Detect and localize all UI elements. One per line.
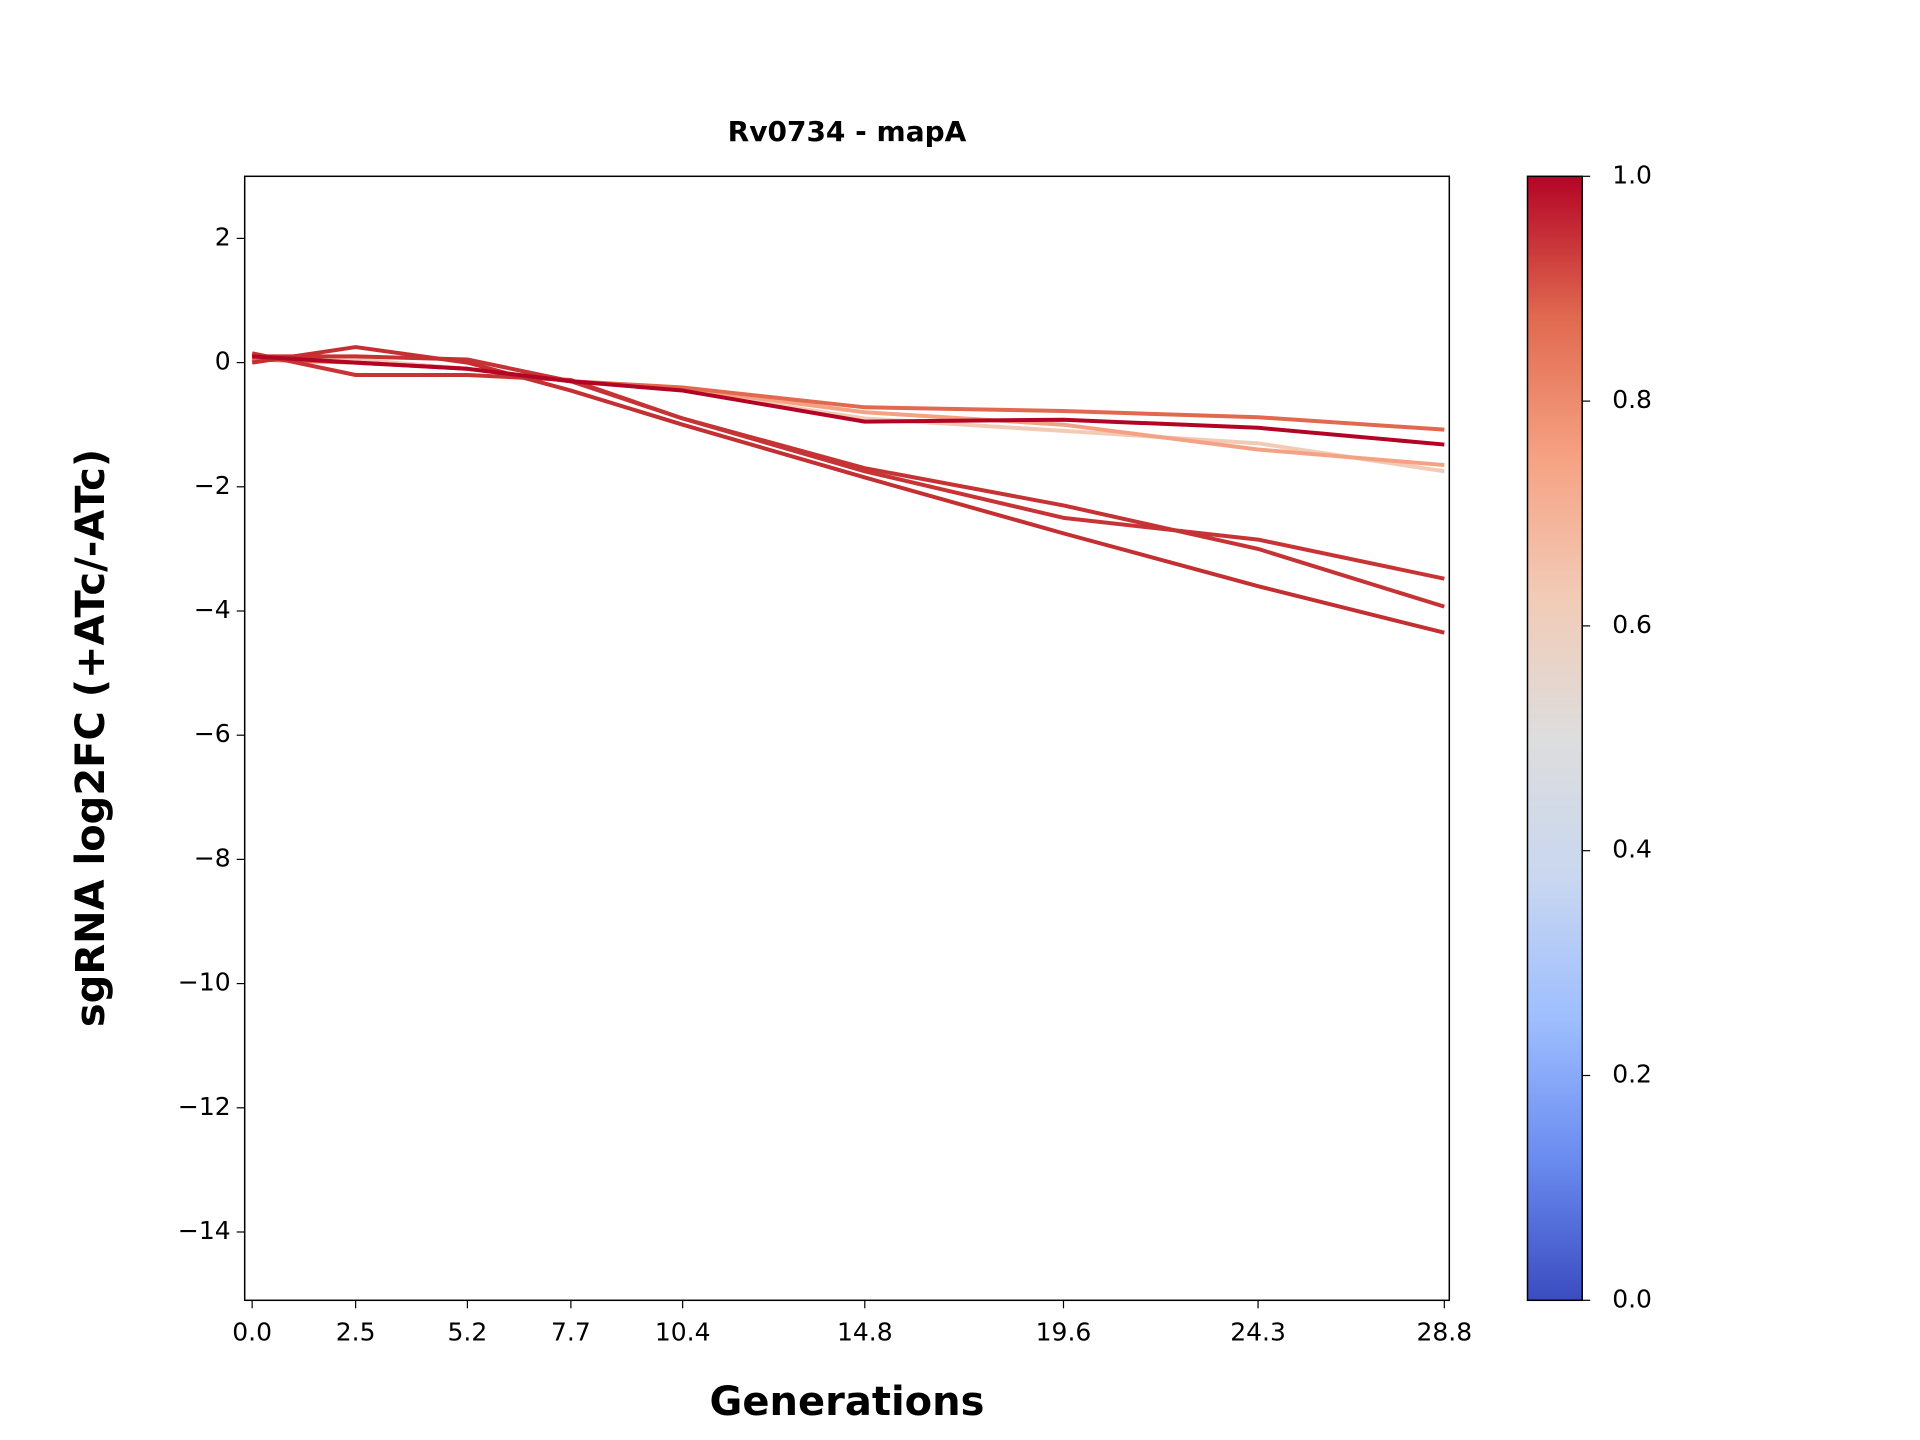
y-tick-label: −10 [178, 968, 231, 997]
colorbar-tick-label: 1.0 [1612, 160, 1652, 189]
plot-frame [243, 175, 1451, 1302]
y-tick-label: −6 [194, 719, 231, 748]
y-tick-label: −4 [194, 595, 231, 624]
y-tick-label: −14 [178, 1216, 231, 1245]
y-tick-label: 2 [215, 222, 231, 251]
x-tick-label: 2.5 [336, 1317, 376, 1346]
x-tick-label: 19.6 [1036, 1317, 1092, 1346]
y-tick-label: −12 [178, 1092, 231, 1121]
colorbar-tick-label: 0.8 [1612, 385, 1652, 414]
x-tick-label: 10.4 [655, 1317, 711, 1346]
y-axis-label: sgRNA log2FC (+ATc/-ATc) [68, 449, 114, 1027]
series-line [252, 354, 1445, 447]
colorbar [1526, 175, 1583, 1302]
series-line [252, 354, 1445, 609]
series-line [251, 351, 1445, 581]
x-axis-label: Generations [710, 1379, 985, 1425]
colorbar-tick-label: 0.4 [1612, 835, 1652, 864]
x-tick-label: 28.8 [1416, 1317, 1472, 1346]
x-tick-label: 24.3 [1230, 1317, 1286, 1346]
x-tick-label: 7.7 [551, 1317, 591, 1346]
series-line [252, 354, 1445, 468]
x-tick-label: 14.8 [837, 1317, 893, 1346]
colorbar-tick-label: 0.2 [1612, 1060, 1652, 1089]
y-tick-label: −2 [194, 471, 231, 500]
chart-title: Rv0734 - mapA [728, 115, 967, 148]
x-tick-label: 0.0 [232, 1317, 272, 1346]
series-line [251, 345, 1445, 635]
x-tick-label: 5.2 [448, 1317, 488, 1346]
colorbar-tick-label: 0.6 [1612, 610, 1652, 639]
y-tick-label: 0 [215, 347, 231, 376]
colorbar-tick-label: 0.0 [1612, 1284, 1652, 1313]
y-tick-label: −8 [194, 843, 231, 872]
